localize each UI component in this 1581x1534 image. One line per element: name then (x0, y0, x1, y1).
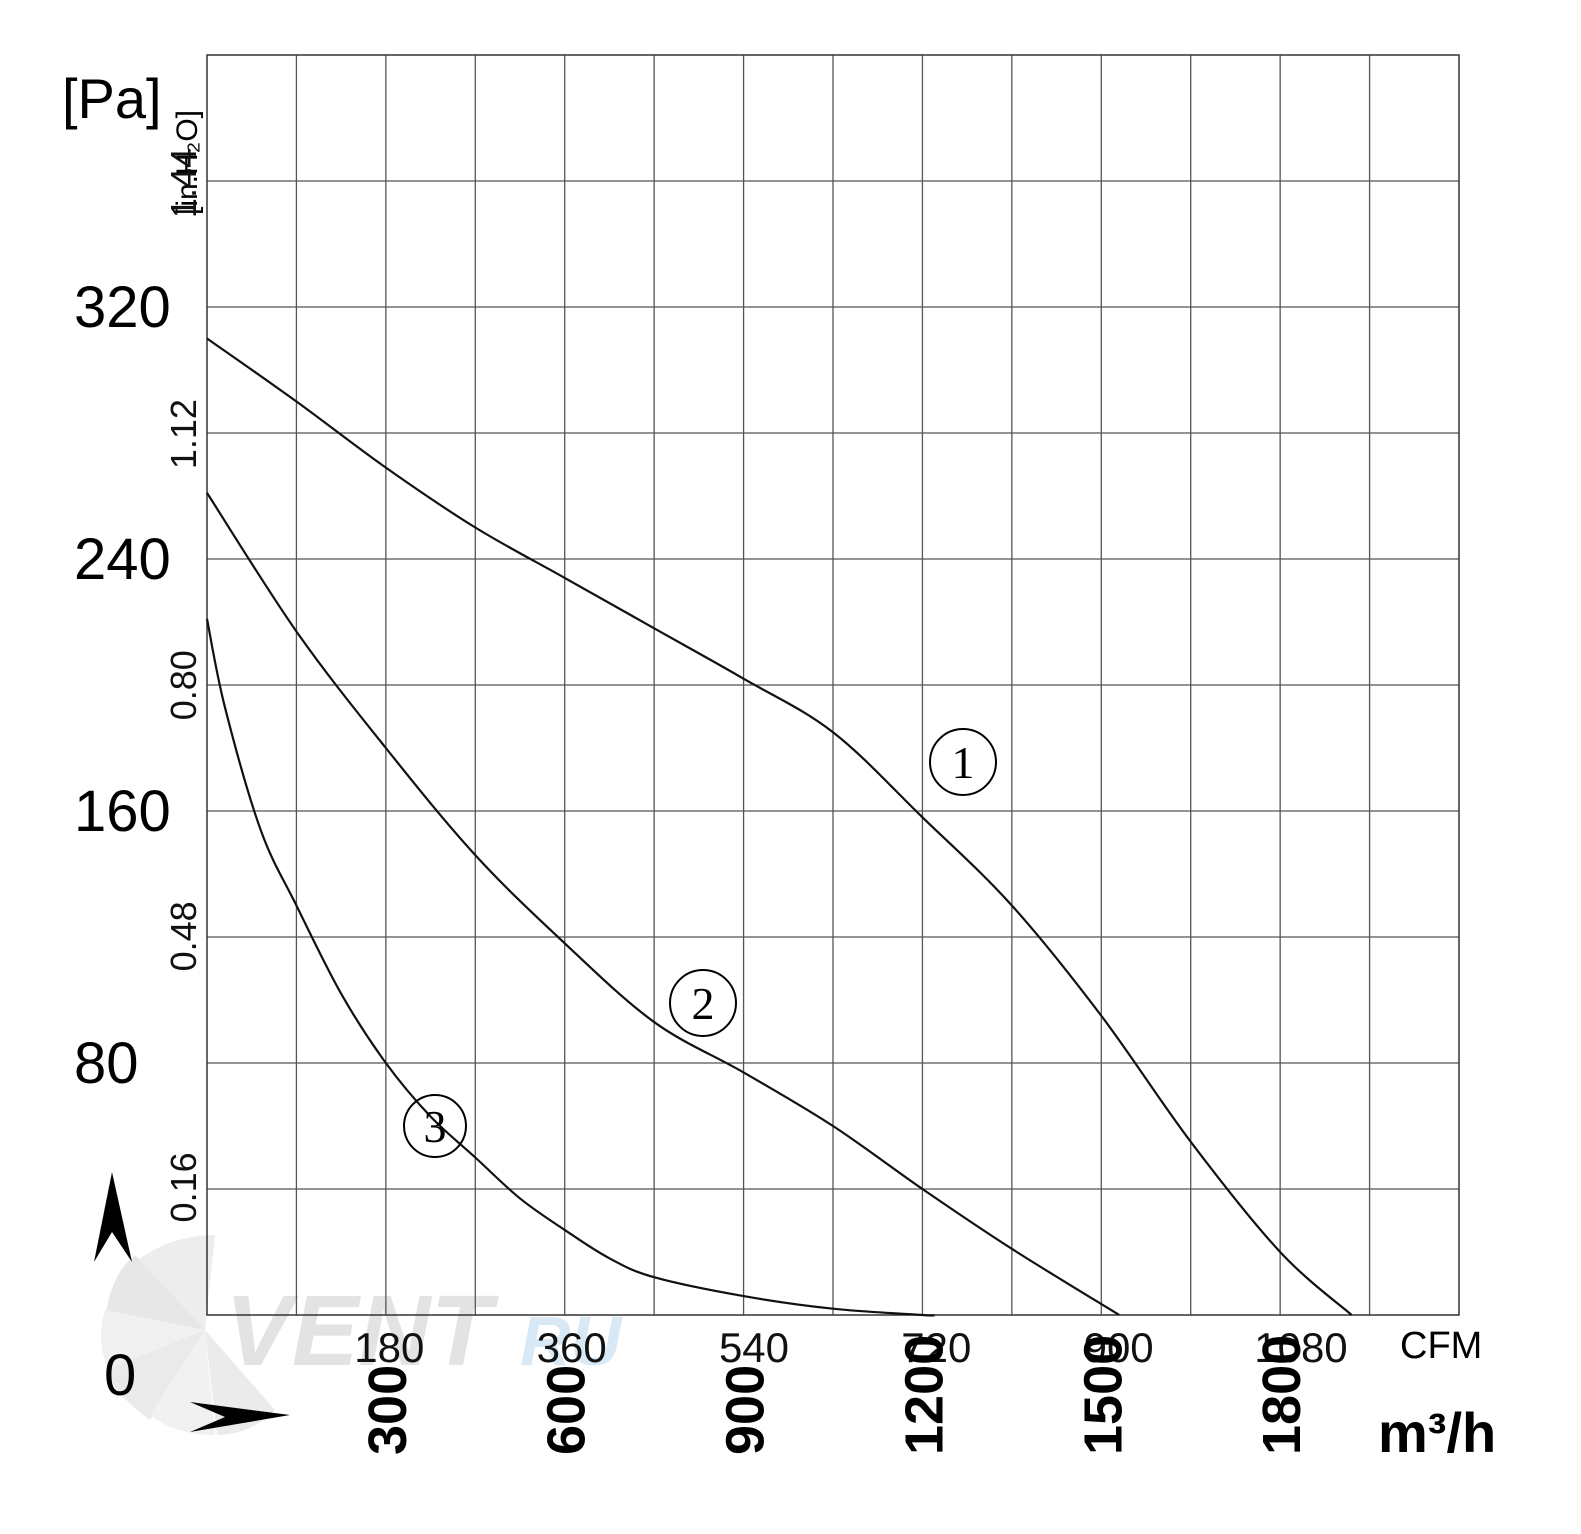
y-tick-in-1.12: 1.12 (163, 399, 204, 469)
curve-label-3-text: 3 (424, 1101, 447, 1152)
watermark-fan-icon (101, 1235, 275, 1435)
x-tick-cfm-900: 900 (1084, 1324, 1154, 1371)
x-tick-cfm-1080: 1080 (1254, 1324, 1347, 1371)
y-tick-in-0.80: 0.80 (163, 650, 204, 720)
y-tick-pa-80: 80 (74, 1031, 139, 1096)
y-tick-pa-0: 0 (104, 1343, 136, 1408)
x-axis-arrow-icon (190, 1402, 290, 1432)
x-ticks-cfm: 180 360 540 720 900 1080 (354, 1324, 1347, 1371)
y-ticks-in: 0.16 0.48 0.80 1.12 1.44 (163, 148, 204, 1222)
x-unit-m3h: m³/h (1378, 1401, 1496, 1464)
y-unit-inh2o: [in.H₂O] (171, 110, 204, 215)
y-axis-arrow-icon (94, 1172, 132, 1262)
curve-series-2 (206, 492, 1120, 1316)
chart-grid (207, 55, 1459, 1315)
y-tick-in-1.44: 1.44 (163, 148, 204, 218)
curve-series-3 (205, 618, 936, 1317)
y-unit-pa: [Pa] (62, 67, 162, 130)
curve-label-2: 2 (669, 969, 737, 1037)
y-ticks-pa: 0 80 160 240 320 (74, 275, 171, 1408)
x-unit-cfm: CFM (1400, 1325, 1482, 1367)
watermark-text: VENT (225, 1275, 500, 1387)
x-tick-m3h-1500: 1500 (1073, 1335, 1133, 1455)
curve-label-2-text: 2 (692, 978, 715, 1029)
y-tick-pa-160: 160 (74, 779, 171, 844)
curve-label-1-text: 1 (952, 737, 975, 788)
curve-series-1 (206, 337, 1353, 1316)
x-tick-m3h-300: 300 (358, 1365, 418, 1455)
x-ticks-m3h: 300 600 900 1200 1500 1800 (358, 1335, 1312, 1455)
x-tick-m3h-1800: 1800 (1252, 1335, 1312, 1455)
x-tick-m3h-600: 600 (537, 1365, 597, 1455)
curve-label-1: 1 (929, 728, 997, 796)
x-tick-cfm-720: 720 (901, 1324, 971, 1371)
x-tick-m3h-900: 900 (716, 1365, 776, 1455)
y-tick-pa-240: 240 (74, 527, 171, 592)
x-tick-cfm-360: 360 (537, 1324, 607, 1371)
y-tick-in-0.48: 0.48 (163, 901, 204, 971)
y-tick-in-0.16: 0.16 (163, 1152, 204, 1222)
y-tick-pa-320: 320 (74, 275, 171, 340)
curve-label-3: 3 (403, 1094, 467, 1158)
x-tick-cfm-540: 540 (719, 1324, 789, 1371)
x-tick-m3h-1200: 1200 (894, 1335, 954, 1455)
x-tick-cfm-180: 180 (354, 1324, 424, 1371)
plot-frame (206, 54, 1460, 1316)
